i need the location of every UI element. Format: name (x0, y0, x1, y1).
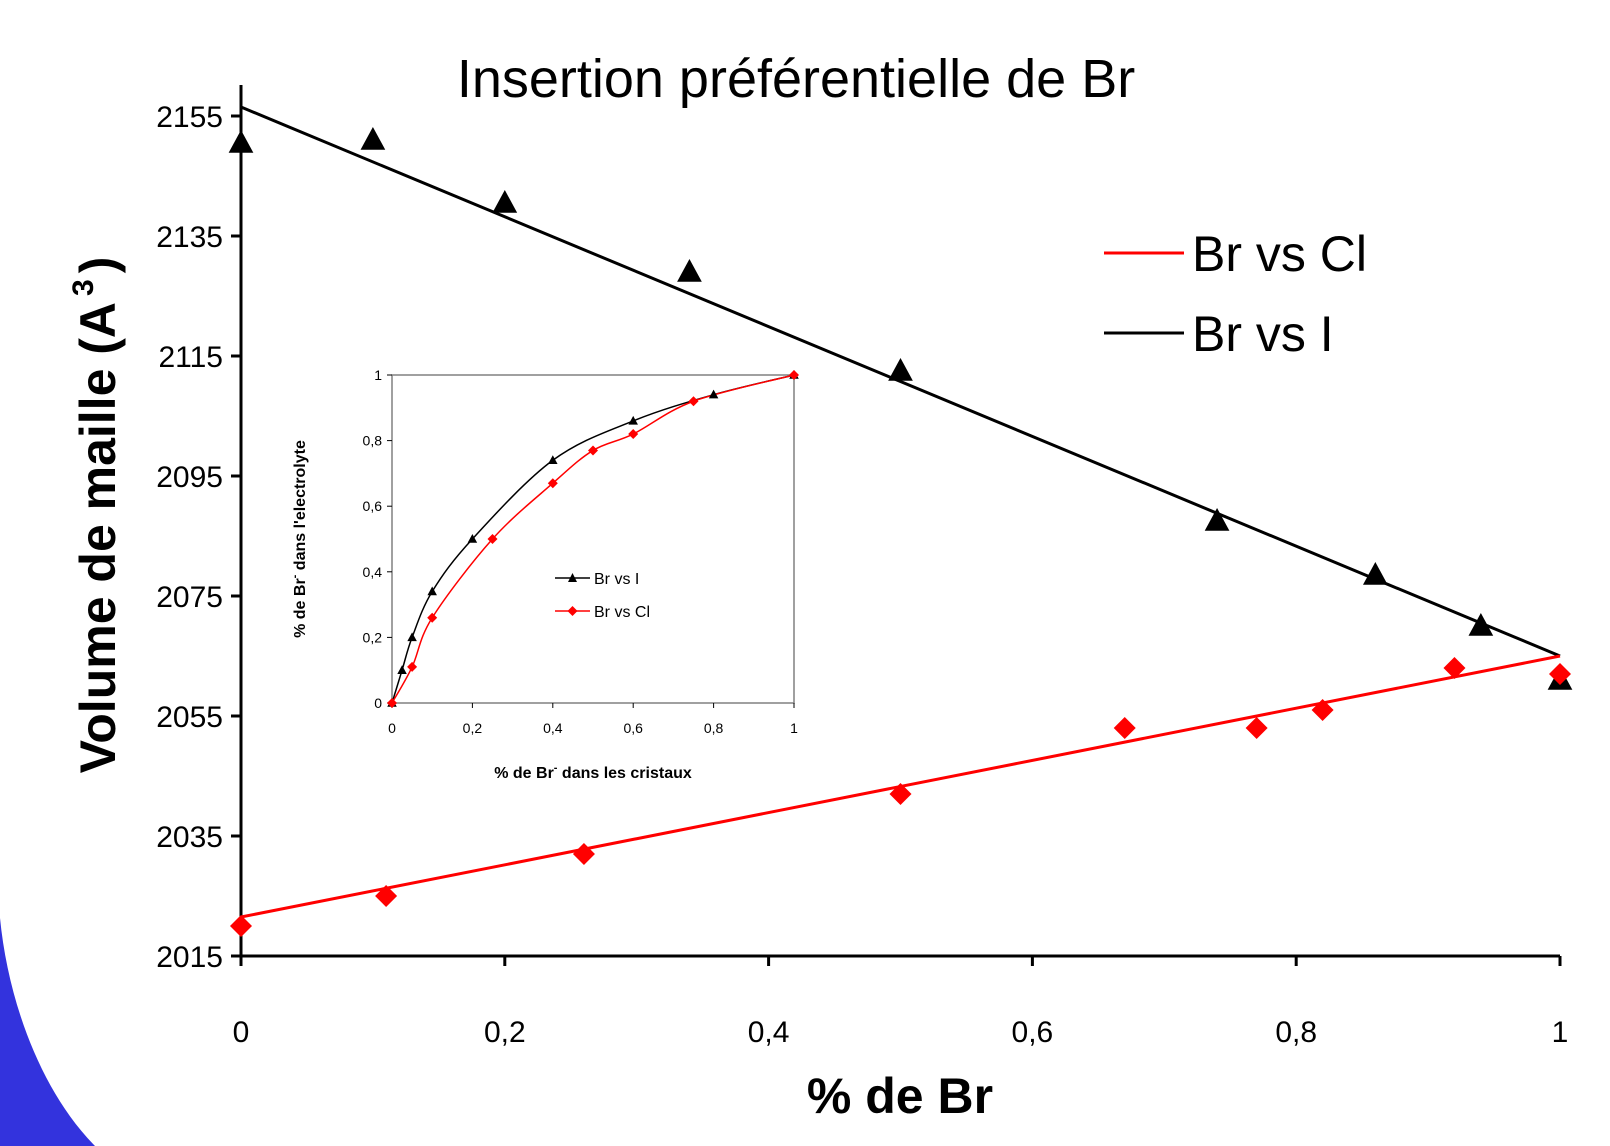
inset-axes: 0 0,2 0,4 0,6 0,8 1 0 0,2 0,4 0,6 0,8 1 (363, 367, 799, 736)
inset-data-point (487, 534, 498, 544)
main-data-point (1204, 508, 1230, 531)
main-data-point (1113, 717, 1136, 739)
inset-data-point (628, 429, 639, 440)
main-data-point (1311, 699, 1334, 721)
inset-plot-area (391, 374, 795, 704)
inset-legend: Br vs I Br vs Cl (555, 571, 650, 621)
decorative-blue-arc (0, 918, 95, 1146)
legend-label-br-vs-i: Br vs I (1192, 306, 1334, 362)
inset-y-axis-title-text: % de Br (292, 578, 309, 638)
main-x-tick-label: 1 (1552, 1016, 1569, 1049)
inset-data-point (467, 534, 478, 543)
inset-x-tick-label: 1 (790, 720, 798, 736)
inset-y-tick-label: 0,2 (363, 629, 383, 645)
main-y-tick-label: 2115 (158, 341, 223, 374)
main-data-point (1245, 717, 1268, 739)
main-data-point (360, 127, 386, 150)
main-y-axis: 2015 2035 2055 2075 2095 2115 2135 2155 (156, 101, 241, 974)
main-data-point (1443, 657, 1466, 679)
inset-x-tick-label: 0 (388, 720, 396, 736)
main-data-point (1549, 663, 1571, 685)
main-legend: Br vs Cl Br vs I (1104, 226, 1367, 362)
main-data-point (228, 130, 254, 153)
inset-x-tick-label: 0,4 (543, 720, 563, 736)
inset-y-tick-label: 0 (374, 695, 382, 711)
inset-y-axis-title-superscript: - (289, 574, 301, 578)
main-y-axis-title-suffix: ) (70, 257, 126, 274)
main-x-tick-label: 0,4 (748, 1016, 790, 1049)
main-fit-line (240, 105, 1561, 658)
inset-y-axis-title: % de Br- dans l'electrolyte (289, 440, 309, 638)
main-x-axis: 0 0,2 0,4 0,6 0,8 1 (233, 956, 1569, 1049)
main-x-tick-label: 0 (233, 1016, 250, 1049)
inset-data-point (547, 478, 558, 489)
legend-label-br-vs-cl: Br vs Cl (1192, 226, 1367, 282)
main-y-tick-label: 2015 (156, 941, 223, 974)
main-x-tick-label: 0,6 (1012, 1016, 1054, 1049)
inset-data-point (708, 389, 719, 399)
inset-x-axis-title-suffix: dans les cristaux (557, 765, 691, 782)
main-data-points (228, 127, 1573, 937)
main-y-tick-label: 2155 (156, 101, 223, 134)
chart-title: Insertion préférentielle de Br (457, 49, 1135, 109)
inset-data-point (548, 455, 558, 465)
main-y-axis-title: Volume de maille (A 3) (67, 257, 126, 774)
main-data-point (888, 358, 913, 381)
inset-data-point (789, 370, 799, 380)
main-data-point (1468, 613, 1494, 636)
inset-legend-marker-br-vs-i (568, 573, 577, 582)
inset-y-tick-label: 1 (374, 367, 382, 383)
inset-x-axis-title: % de Br- dans les cristaux (494, 762, 692, 782)
main-data-point (375, 885, 398, 907)
inset-legend-label-br-vs-i: Br vs I (594, 571, 639, 588)
main-data-point (1362, 562, 1388, 585)
inset-data-point (628, 415, 638, 425)
main-y-axis-title-superscript: 3 (67, 279, 100, 296)
main-x-axis-title: % de Br (807, 1068, 993, 1124)
inset-y-axis-title-suffix: dans l'electrolyte (292, 440, 309, 575)
main-data-point (492, 190, 518, 213)
inset-x-tick-label: 0,2 (463, 720, 483, 736)
main-y-tick-label: 2035 (156, 821, 223, 854)
inset-data-point (407, 661, 418, 672)
inset-data-point (407, 632, 417, 642)
main-y-tick-label: 2095 (156, 461, 223, 494)
main-data-point (889, 783, 912, 805)
inset-x-tick-label: 0,8 (704, 720, 724, 736)
inset-legend-marker-br-vs-cl (567, 606, 578, 616)
inset-y-tick-label: 0,8 (363, 433, 383, 449)
inset-data-point (688, 396, 699, 407)
inset-y-tick-label: 0,4 (363, 564, 383, 580)
main-y-tick-label: 2135 (156, 221, 223, 254)
inset-data-point (588, 445, 598, 456)
main-y-tick-label: 2075 (156, 581, 223, 614)
inset-chart: 00,20,40,60,810 0,2 0,4 0,6 0,8 1 % de Br- da… (289, 367, 799, 782)
inset-legend-label-br-vs-cl: Br vs Cl (594, 604, 650, 621)
inset-data-point (397, 665, 407, 674)
main-y-tick-label: 2055 (156, 701, 223, 734)
inset-data-points (387, 370, 799, 708)
main-chart: Insertion préférentielle de Br 201520352… (67, 49, 1573, 1124)
inset-data-point (387, 698, 397, 708)
inset-x-tick-label: 0,6 (623, 720, 643, 736)
inset-x-axis-title-text: % de Br (494, 765, 554, 782)
main-x-tick-label: 0,2 (484, 1016, 526, 1049)
inset-y-tick-label: 0,6 (363, 498, 383, 514)
main-data-point (230, 915, 252, 937)
inset-data-point (427, 586, 437, 596)
inset-x-axis-title-superscript: - (554, 762, 558, 774)
main-data-point (572, 843, 595, 865)
main-y-axis-title-text: Volume de maille (A (70, 302, 126, 773)
main-x-tick-label: 0,8 (1275, 1016, 1317, 1049)
inset-data-point (427, 612, 438, 623)
main-data-point (677, 259, 702, 282)
